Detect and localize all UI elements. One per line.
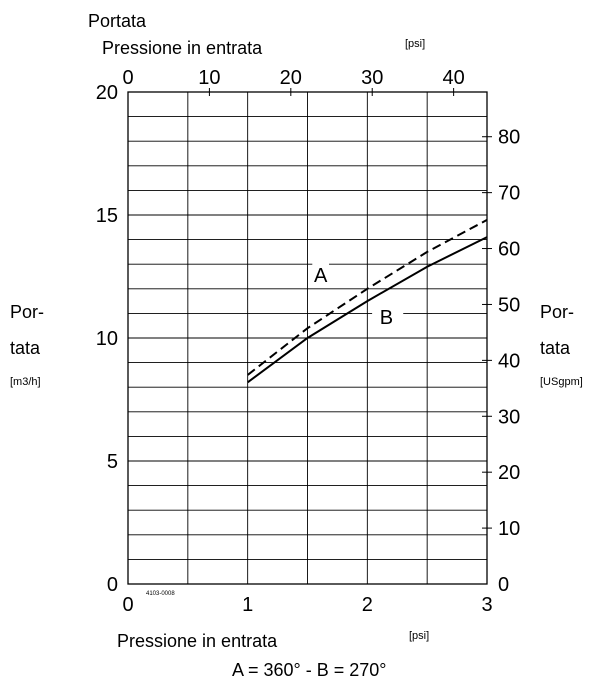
right-tick-label: 0 [498,574,509,596]
figure-code: 4103-0008 [146,591,175,597]
left-tick-label: 15 [96,205,118,227]
right-tick-label: 50 [498,294,520,316]
bottom-tick-label: 0 [122,594,133,616]
left-tick-label: 0 [107,574,118,596]
left-axis-unit: [m3/h] [10,376,41,388]
chart-title: Portata [88,11,147,31]
left-tick-label: 20 [96,82,118,104]
top-tick-label: 30 [361,67,383,89]
top-tick-label: 0 [122,67,133,89]
right-axis-title-line2: tata [540,338,571,358]
series-label-b: B [380,307,393,329]
right-axis-title-line1: Por- [540,302,574,322]
top-tick-label: 40 [442,67,464,89]
bottom-axis-unit: [psi] [409,630,429,642]
left-tick-label: 10 [96,328,118,350]
angle-footnote: A = 360° - B = 270° [232,660,387,680]
left-axis-title-line2: tata [10,338,41,358]
top-tick-label: 20 [280,67,302,89]
top-axis-unit: [psi] [405,38,425,50]
grid-lines [128,92,487,584]
right-tick-label: 70 [498,183,520,205]
right-tick-label: 40 [498,350,520,372]
series-curve-a [247,219,488,376]
bottom-tick-label: 3 [481,594,492,616]
left-tick-label: 5 [107,451,118,473]
top-axis-title: Pressione in entrata [102,38,263,58]
right-tick-label: 60 [498,239,520,261]
bottom-axis-title: Pressione in entrata [117,631,278,651]
left-axis-title-line1: Por- [10,302,44,322]
axis-ticks [208,88,492,529]
series-label-bg-b [372,302,404,329]
series-label-a: A [314,265,328,287]
series-curve-b [247,236,488,384]
top-tick-label: 10 [198,67,220,89]
right-tick-label: 30 [498,406,520,428]
right-tick-label: 80 [498,127,520,149]
bottom-tick-label: 2 [362,594,373,616]
right-tick-label: 20 [498,462,520,484]
right-axis-unit: [USgpm] [540,376,583,388]
plot-frame [127,91,488,585]
right-tick-label: 10 [498,518,520,540]
bottom-tick-label: 1 [242,594,253,616]
series-label-bg-a [312,261,330,288]
data-series: AB [247,219,488,384]
